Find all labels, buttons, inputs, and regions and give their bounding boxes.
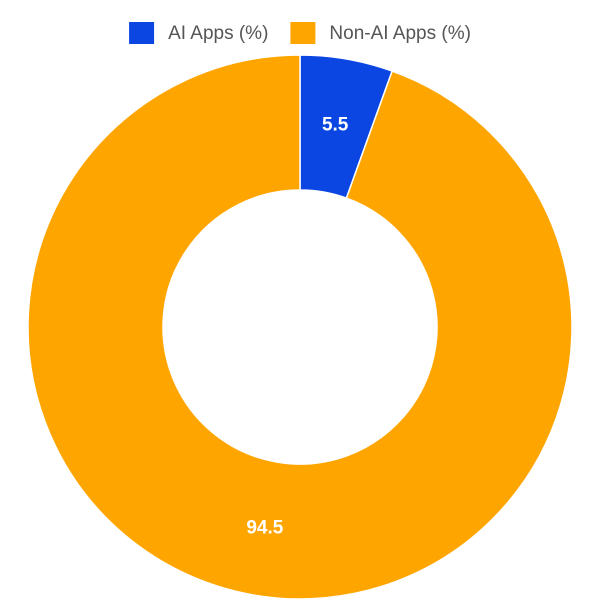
legend-label: AI Apps (%) bbox=[168, 23, 268, 44]
slices bbox=[27, 54, 573, 600]
legend-label: Non-AI Apps (%) bbox=[329, 23, 471, 44]
slice bbox=[27, 54, 573, 600]
value-label: 94.5 bbox=[246, 517, 283, 538]
legend-swatch bbox=[290, 22, 316, 44]
legend: AI Apps (%) Non-AI Apps (%) bbox=[129, 22, 471, 44]
value-labels: 5.5 94.5 bbox=[246, 115, 348, 539]
value-label: 5.5 bbox=[322, 115, 349, 136]
legend-swatch bbox=[129, 22, 155, 44]
